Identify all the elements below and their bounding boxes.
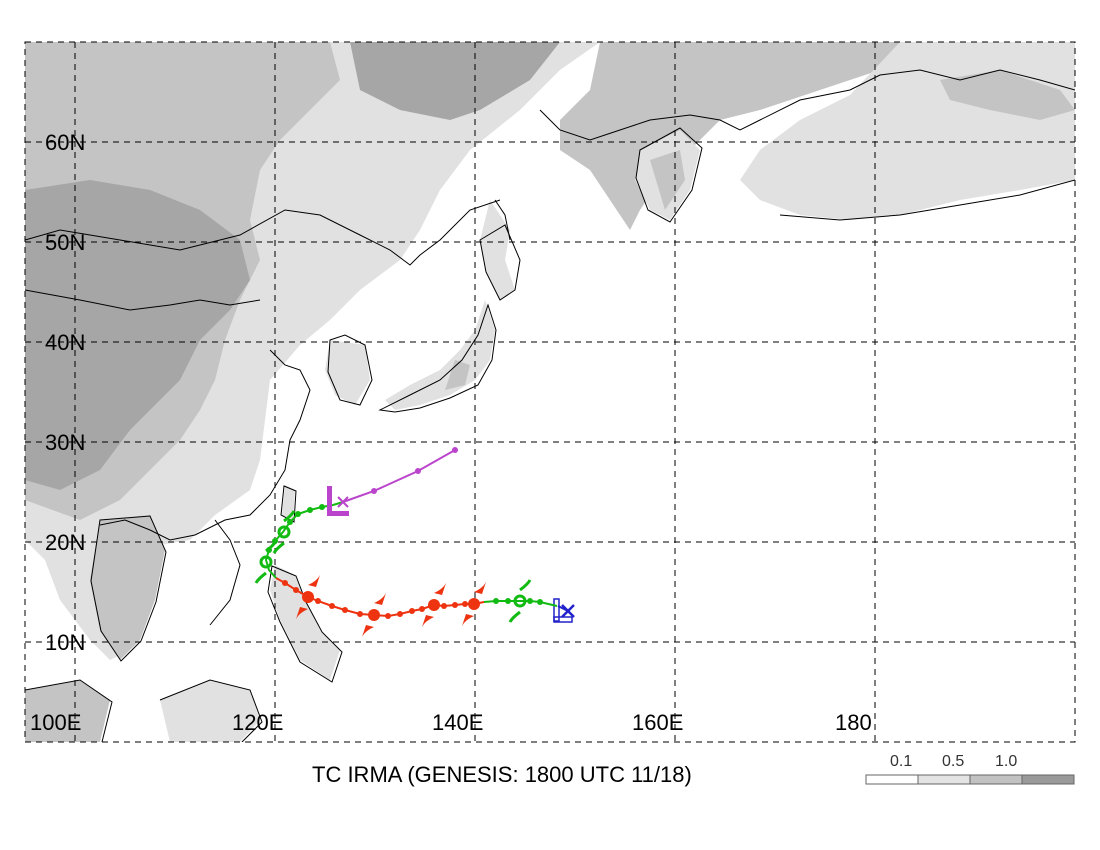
- low-L-icon: [327, 486, 349, 516]
- track-magenta: [342, 449, 456, 503]
- x-mark-icon: [337, 496, 349, 508]
- track-green-east-points: [493, 598, 543, 605]
- lat-label-30n: 30N: [45, 430, 85, 455]
- shading-legend: 0.1 0.5 1.0: [865, 753, 1075, 785]
- typhoon-symbol-icon: [462, 582, 486, 626]
- low-L-icon-blue: [553, 598, 573, 623]
- lon-label-160e: 160E: [632, 710, 683, 735]
- typhoon-symbol-icon: [362, 593, 386, 637]
- typhoon-symbol-icon: [422, 583, 446, 627]
- lon-label-180: 180: [835, 710, 872, 735]
- lat-label-20n: 20N: [45, 530, 85, 555]
- track-red-points: [282, 580, 468, 619]
- legend-swatch-2: [969, 774, 1023, 785]
- storm-symbol-icon: [272, 510, 296, 554]
- lon-label-100e: 100E: [30, 710, 81, 735]
- typhoon-symbol-icon: [296, 575, 320, 619]
- longitude-labels: 100E 120E 140E 160E 180: [30, 710, 872, 735]
- lat-label-10n: 10N: [45, 630, 85, 655]
- graticule: [24, 41, 1076, 743]
- legend-swatch-3: [1021, 774, 1075, 785]
- track-magenta-points: [371, 447, 458, 494]
- lon-label-120e: 120E: [232, 710, 283, 735]
- genesis-x-icon: [561, 604, 575, 618]
- map-title: TC IRMA (GENESIS: 1800 UTC 11/18): [312, 762, 692, 787]
- legend-label-0-5: 0.5: [942, 753, 964, 770]
- land-shading: [25, 42, 1075, 742]
- legend-swatch-1: [917, 774, 971, 785]
- coastlines: [25, 69, 1075, 742]
- legend-label-1-0: 1.0: [995, 753, 1017, 770]
- storm-symbol-icon: [508, 579, 532, 623]
- legend-swatch-0: [865, 774, 919, 785]
- storm-symbol-icon: [254, 540, 278, 584]
- legend-label-0-1: 0.1: [890, 753, 912, 770]
- storm-tracks: [254, 447, 575, 637]
- latitude-labels: 60N 50N 40N 30N 20N 10N: [45, 130, 85, 655]
- lat-label-60n: 60N: [45, 130, 85, 155]
- lon-label-140e: 140E: [432, 710, 483, 735]
- lat-label-40n: 40N: [45, 330, 85, 355]
- lat-label-50n: 50N: [45, 230, 85, 255]
